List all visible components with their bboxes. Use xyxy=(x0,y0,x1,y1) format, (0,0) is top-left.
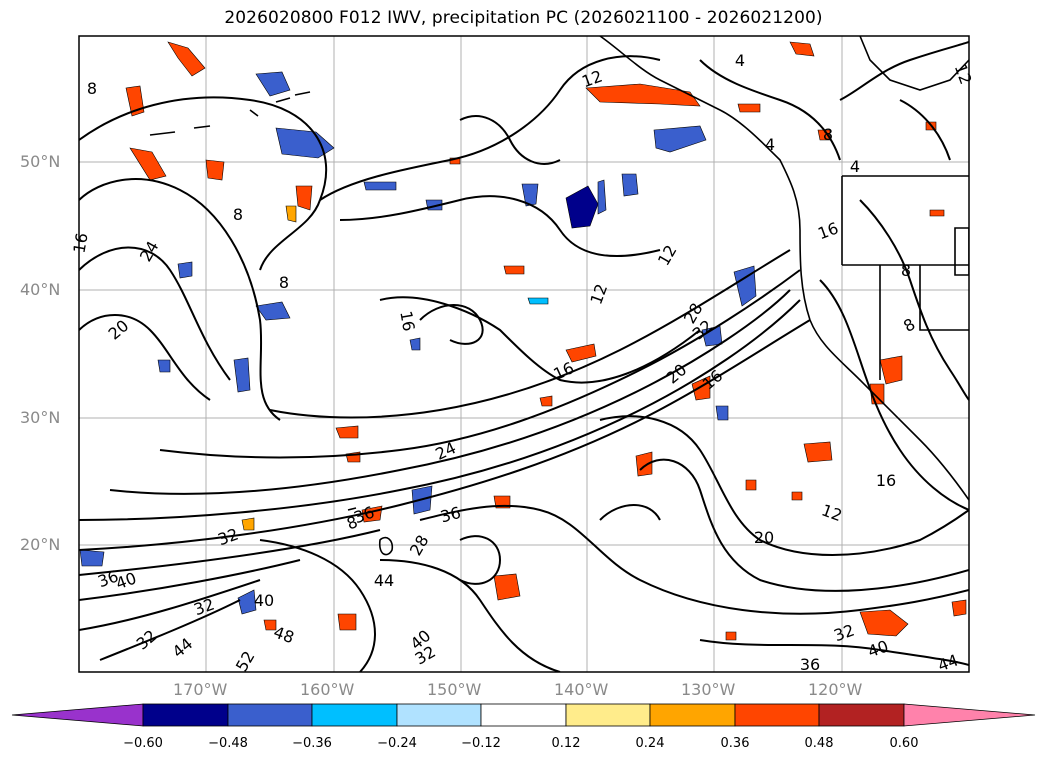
colorbar-tick-label: −0.36 xyxy=(292,736,332,751)
map-title: 2026020800 F012 IWV, precipitation PC (2… xyxy=(224,8,823,28)
colorbar-swatch-1 xyxy=(142,703,229,727)
graticule xyxy=(79,36,969,672)
lon-label: 170°W xyxy=(173,680,228,699)
lat-label: 30°N xyxy=(20,408,61,427)
colorbar-tick-label: −0.48 xyxy=(208,736,248,751)
colorbar-tick-label: 0.36 xyxy=(720,736,750,751)
precip-positive-patches xyxy=(125,41,967,641)
lat-label: 50°N xyxy=(20,152,61,171)
colorbar-tick-label: 0.48 xyxy=(804,736,834,751)
colorbar-tick-label: −0.12 xyxy=(461,736,501,751)
colorbar-swatch-7 xyxy=(649,703,736,727)
colorbar-tick-label: 0.24 xyxy=(635,736,665,751)
lon-label: 150°W xyxy=(427,680,482,699)
colorbar-swatch-3 xyxy=(311,703,398,727)
colorbar-swatch-0 xyxy=(11,703,144,727)
colorbar-swatch-8 xyxy=(734,703,820,727)
coastlines xyxy=(149,36,969,556)
colorbar-swatch-10 xyxy=(903,703,1036,727)
lon-label: 130°W xyxy=(681,680,736,699)
colorbar-tick-label: 0.12 xyxy=(551,736,581,751)
colorbar-tick-label: −0.24 xyxy=(377,736,417,751)
map-frame xyxy=(78,35,970,673)
colorbar-tick-label: −0.60 xyxy=(123,736,163,751)
colorbar xyxy=(11,703,1036,727)
lat-label: 40°N xyxy=(20,280,61,299)
colorbar-swatch-9 xyxy=(818,703,905,727)
colorbar-swatch-5 xyxy=(480,703,567,727)
colorbar-swatch-6 xyxy=(565,703,651,727)
colorbar-tick-label: 0.60 xyxy=(889,736,919,751)
lon-label: 120°W xyxy=(808,680,863,699)
iwv-contours xyxy=(79,41,969,672)
lon-label: 140°W xyxy=(554,680,609,699)
colorbar-swatch-2 xyxy=(227,703,313,727)
lon-label: 160°W xyxy=(300,680,355,699)
lat-label: 20°N xyxy=(20,535,61,554)
colorbar-swatch-4 xyxy=(396,703,482,727)
